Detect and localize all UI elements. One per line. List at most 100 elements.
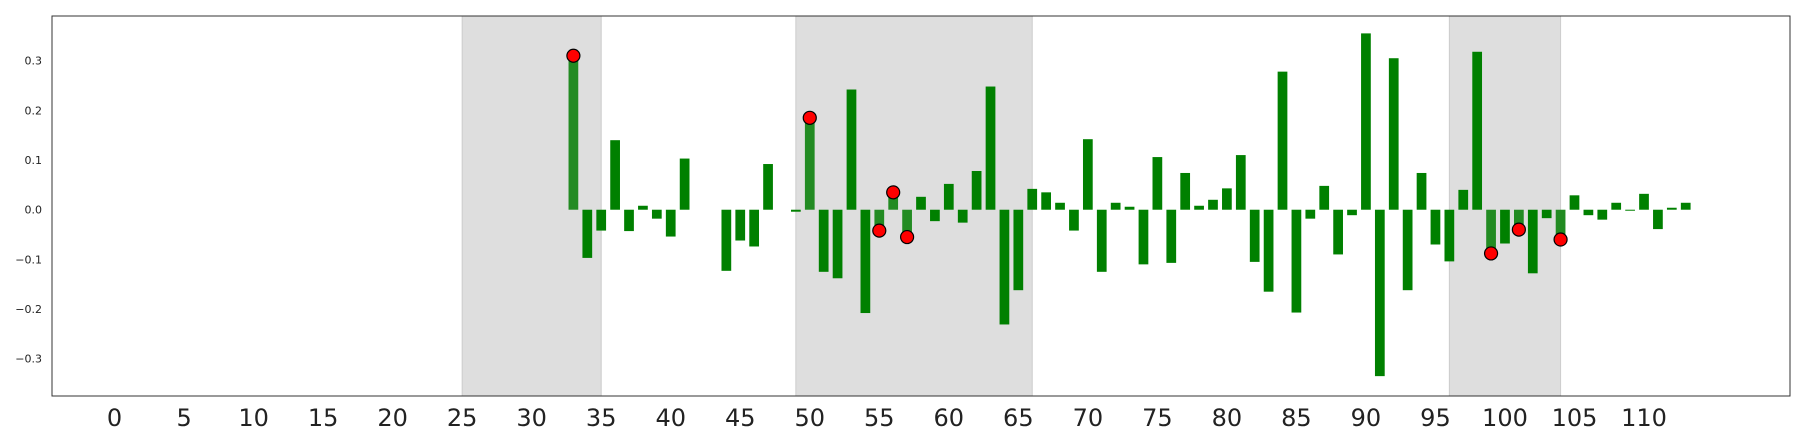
- highlight-markers: [566, 48, 1568, 261]
- bar: [790, 209, 801, 212]
- bar: [985, 86, 996, 210]
- y-tick: 0.3: [25, 55, 43, 68]
- highlight-marker: [1483, 246, 1499, 261]
- x-tick: 30: [516, 404, 547, 432]
- bar: [860, 209, 871, 314]
- bar: [1583, 209, 1594, 216]
- x-tick-label: 45: [725, 404, 756, 432]
- bar: [1305, 209, 1316, 219]
- bar: [1555, 209, 1566, 240]
- bar: [1263, 209, 1274, 292]
- bar: [1124, 206, 1135, 210]
- bar: [999, 209, 1010, 325]
- x-tick: 110: [1621, 404, 1667, 432]
- x-tick: 90: [1351, 404, 1382, 432]
- x-tick: 50: [794, 404, 825, 432]
- bar: [1013, 209, 1024, 291]
- bar: [1527, 209, 1538, 274]
- bar: [1138, 209, 1149, 265]
- y-tick-label: −0.2: [15, 303, 42, 316]
- bar: [1180, 172, 1191, 210]
- x-tick-label: 30: [516, 404, 547, 432]
- bar: [818, 209, 829, 272]
- bar: [1361, 33, 1371, 210]
- x-tick-label: 70: [1073, 404, 1104, 432]
- highlight-marker: [802, 110, 817, 125]
- x-tick-label: 85: [1281, 404, 1312, 432]
- x-tick: 0: [107, 404, 122, 432]
- x-tick: 20: [377, 404, 408, 432]
- x-tick: 60: [934, 404, 965, 432]
- x-tick: 80: [1212, 404, 1243, 432]
- x-tick: 10: [238, 404, 269, 432]
- bar: [1096, 209, 1107, 272]
- y-axis: −0.3 −0.2 −0.1 0.0 0.1 0.2 0.3: [15, 55, 42, 366]
- bar: [1235, 155, 1246, 210]
- x-tick-label: 25: [447, 404, 478, 432]
- bar: [1055, 202, 1065, 210]
- bar: [1152, 157, 1163, 210]
- bar: [1653, 209, 1663, 230]
- bar: [1249, 209, 1260, 262]
- highlight-marker: [1553, 232, 1568, 247]
- bar: [735, 209, 746, 241]
- bar: [1639, 193, 1649, 210]
- x-tick-label: 60: [934, 404, 965, 432]
- highlight-marker: [566, 48, 581, 63]
- bar: [1082, 139, 1093, 210]
- bar: [1416, 172, 1427, 210]
- x-tick-label: 40: [655, 404, 686, 432]
- x-tick: 85: [1281, 404, 1312, 432]
- x-tick-label: 15: [308, 404, 339, 432]
- plot-frame: [51, 15, 1791, 397]
- x-tick: 35: [586, 404, 617, 432]
- x-tick-label: 0: [107, 404, 122, 432]
- bar: [749, 209, 760, 247]
- y-tick-label: 0.0: [25, 204, 43, 217]
- x-tick: 70: [1073, 404, 1104, 432]
- bar: [1430, 209, 1441, 245]
- bar: [1208, 199, 1218, 210]
- bar: [1277, 71, 1288, 210]
- x-tick: 100: [1482, 404, 1528, 432]
- bar: [1472, 51, 1483, 210]
- bar: [1569, 195, 1580, 210]
- bar: [1374, 209, 1385, 377]
- bar: [971, 170, 982, 210]
- y-tick: 0.0: [25, 204, 43, 217]
- bar: [1486, 209, 1496, 254]
- x-tick-label: 20: [377, 404, 408, 432]
- y-tick-label: −0.3: [15, 353, 42, 366]
- highlight-marker: [899, 229, 915, 245]
- bar: [679, 158, 690, 210]
- x-tick-label: 50: [794, 404, 825, 432]
- bar: [930, 209, 940, 222]
- x-tick: 55: [864, 404, 895, 432]
- bar: [943, 183, 954, 210]
- bar: [1458, 189, 1469, 210]
- bar: [1291, 209, 1302, 313]
- bar: [1444, 209, 1455, 262]
- y-tick: −0.3: [15, 353, 42, 366]
- bar: [1514, 209, 1524, 230]
- x-tick-label: 75: [1142, 404, 1173, 432]
- bar: [610, 140, 620, 210]
- x-axis: 0 5 10 15 20 25 30 35 40 45 50 55 60 65 70 75 80 85 90 95 10…: [107, 404, 1667, 432]
- bar: [1110, 202, 1121, 210]
- x-tick-label: 95: [1420, 404, 1451, 432]
- x-tick: 65: [1003, 404, 1034, 432]
- bar: [721, 209, 732, 271]
- x-tick-label: 90: [1351, 404, 1382, 432]
- bar: [596, 209, 607, 231]
- bar: [582, 209, 593, 258]
- bar: [624, 209, 634, 232]
- y-tick-label: 0.2: [25, 104, 43, 117]
- y-tick: 0.2: [25, 104, 43, 117]
- shaded-region-1: [795, 15, 1033, 397]
- bar: [1680, 202, 1691, 210]
- x-tick-label: 105: [1552, 404, 1598, 432]
- x-tick: 5: [176, 404, 191, 432]
- bar: [888, 192, 899, 210]
- bar: [1166, 209, 1177, 263]
